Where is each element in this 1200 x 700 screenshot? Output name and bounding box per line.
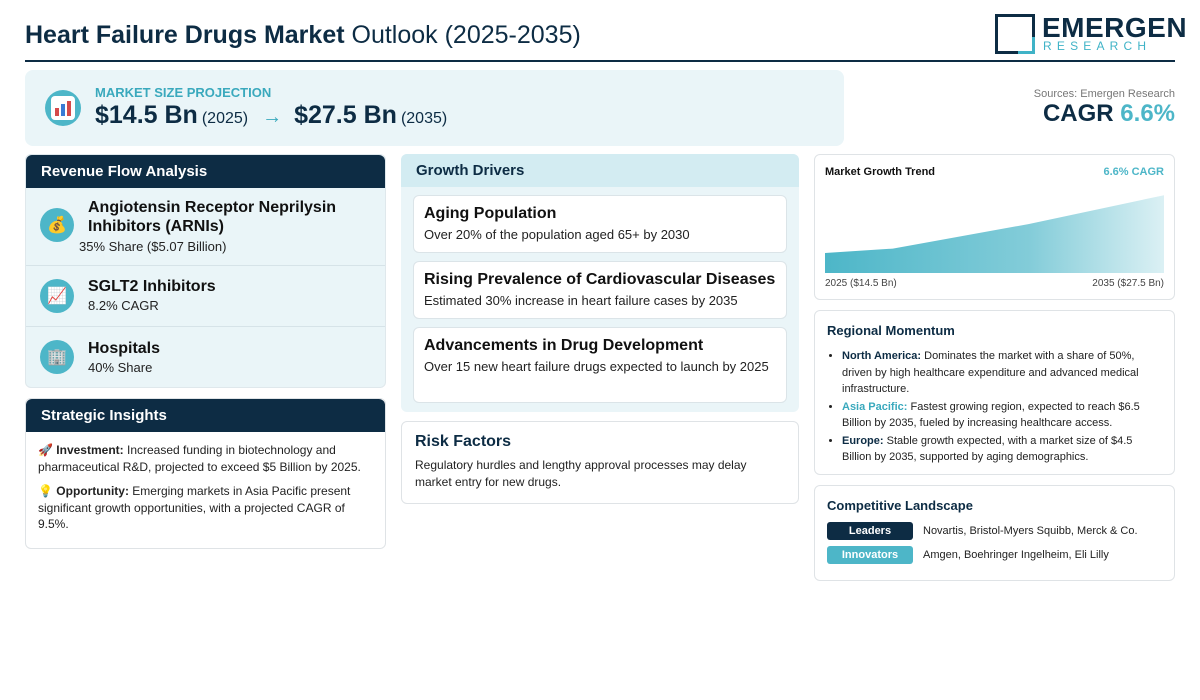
leaders-tag: Leaders [827, 522, 913, 540]
market-growth-trend-panel: Market Growth Trend 6.6% CAGR 2025 ($14.… [814, 154, 1175, 300]
logo-mark [995, 14, 1035, 54]
growth-drivers-heading: Growth Drivers [401, 154, 799, 187]
strategic-insights-heading: Strategic Insights [26, 399, 385, 432]
driver-card: Rising Prevalence of Cardiovascular Dise… [413, 261, 787, 319]
light-bulb-icon: 💡 [38, 484, 53, 498]
revenue-flow-panel: Revenue Flow Analysis 💰 Angiotensin Rece… [25, 154, 386, 388]
page-title: Heart Failure Drugs Market Outlook (2025… [25, 21, 581, 49]
hospital-icon: 🏢 [40, 340, 74, 374]
region-item: Europe: Stable growth expected, with a m… [842, 433, 1162, 466]
rocket-icon: 🚀 [38, 443, 53, 457]
insight-item: 💡 Opportunity: Emerging markets in Asia … [38, 484, 351, 531]
revenue-item-sub: 40% Share [88, 360, 153, 375]
driver-card: Advancements in Drug Development Over 15… [413, 327, 787, 403]
growth-drivers-panel: Growth Drivers Aging Population Over 20%… [401, 154, 799, 412]
growth-area [825, 195, 1164, 273]
competitor-row: Innovators Amgen, Boehringer Ingelheim, … [827, 546, 1162, 564]
growth-area-chart [825, 195, 1164, 273]
trend-heading: Market Growth Trend [825, 166, 936, 178]
competitor-row: Leaders Novartis, Bristol-Myers Squibb, … [827, 522, 1162, 540]
driver-title: Advancements in Drug Development [424, 337, 704, 354]
revenue-item-sub: 35% Share ($5.07 Billion) [79, 239, 227, 254]
risk-factors-panel: Risk Factors Regulatory hurdles and leng… [401, 421, 799, 504]
bar-chart-icon [45, 90, 81, 126]
regional-heading: Regional Momentum [827, 323, 955, 338]
driver-desc: Estimated 30% increase in heart failure … [424, 293, 738, 308]
projection-values: $14.5 Bn (2025) → $27.5 Bn (2035) [95, 101, 447, 130]
cagr-value: CAGR 6.6% [1042, 100, 1175, 127]
money-bag-icon: 💰 [40, 208, 74, 242]
start-value: $14.5 Bn [95, 101, 198, 129]
trend-cagr: 6.6% CAGR [1103, 166, 1164, 178]
insight-item: 🚀 Investment: Increased funding in biote… [38, 443, 361, 474]
header: Heart Failure Drugs Market Outlook (2025… [25, 12, 1187, 62]
revenue-item: 📈 SGLT2 Inhibitors 8.2% CAGR [26, 266, 385, 327]
market-size-projection: MARKET SIZE PROJECTION $14.5 Bn (2025) → $2… [25, 70, 844, 146]
competitor-names: Novartis, Bristol-Myers Squibb, Merck & … [923, 525, 1138, 537]
driver-desc: Over 15 new heart failure drugs expected… [424, 359, 769, 374]
revenue-item-title: SGLT2 Inhibitors [88, 278, 216, 295]
end-year: (2035) [400, 110, 448, 127]
revenue-item-title: Hospitals [88, 340, 161, 357]
logo-name: EMERGEN [1042, 12, 1188, 43]
innovators-tag: Innovators [827, 546, 913, 564]
driver-card: Aging Population Over 20% of the populat… [413, 195, 787, 253]
start-year: (2025) [201, 110, 249, 127]
regional-momentum-panel: Regional Momentum North America: Dominat… [814, 310, 1175, 475]
revenue-flow-heading: Revenue Flow Analysis [26, 155, 385, 188]
driver-title: Aging Population [424, 205, 557, 222]
competitive-heading: Competitive Landscape [827, 498, 973, 513]
trend-start-label: 2025 ($14.5 Bn) [825, 278, 897, 289]
risk-factors-desc: Regulatory hurdles and lengthy approval … [415, 458, 747, 489]
end-value: $27.5 Bn [294, 101, 397, 129]
competitor-names: Amgen, Boehringer Ingelheim, Eli Lilly [923, 549, 1109, 561]
arrow-right-icon: → [262, 106, 283, 128]
competitive-landscape-panel: Competitive Landscape Leaders Novartis, … [814, 485, 1175, 581]
emergen-logo[interactable]: EMERGEN RESEARCH [995, 12, 1187, 56]
strategic-insights-panel: Strategic Insights 🚀 Investment: Increas… [25, 398, 386, 549]
projection-label: MARKET SIZE PROJECTION [95, 85, 272, 100]
risk-factors-heading: Risk Factors [415, 433, 512, 450]
driver-desc: Over 20% of the population aged 65+ by 2… [424, 227, 690, 242]
trend-end-label: 2035 ($27.5 Bn) [1092, 278, 1164, 289]
revenue-item: 🏢 Hospitals 40% Share [26, 327, 385, 387]
chart-increasing-icon: 📈 [40, 279, 74, 313]
revenue-item: 💰 Angiotensin Receptor Neprilysin Inhibi… [26, 188, 385, 266]
sources-label: Sources: Emergen Research [1033, 88, 1175, 100]
driver-title: Rising Prevalence of Cardiovascular Dise… [424, 271, 776, 288]
revenue-item-sub: 8.2% CAGR [88, 298, 159, 313]
region-item: North America: Dominates the market with… [842, 348, 1162, 398]
region-item: Asia Pacific: Fastest growing region, ex… [842, 399, 1162, 432]
logo-subtitle: RESEARCH [1043, 39, 1152, 53]
revenue-item-title: Angiotensin Receptor Neprilysin Inhibito… [88, 199, 337, 235]
